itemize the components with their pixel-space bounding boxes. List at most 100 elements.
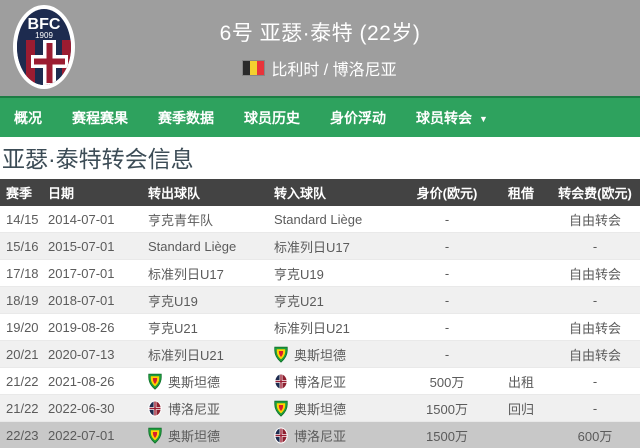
loan-cell — [492, 341, 550, 368]
date-cell: 2017-07-01 — [48, 260, 148, 287]
section-title: 亚瑟·泰特转会信息 — [0, 137, 640, 179]
team-name: 博洛尼亚 — [294, 426, 346, 445]
bologna-crest-icon — [274, 373, 288, 390]
date-cell: 2020-07-13 — [48, 341, 148, 368]
team-name: 标准列日U17 — [274, 237, 350, 256]
market-value-cell: - — [402, 233, 492, 260]
team-name: 博洛尼亚 — [294, 372, 346, 391]
nav-tab-overview[interactable]: 概况 — [14, 108, 42, 128]
to-team-cell: 亨克U21 — [274, 287, 402, 314]
column-header-date: 日期 — [48, 179, 148, 206]
season-cell: 20/21 — [0, 341, 48, 368]
team-name: Standard Liège — [148, 239, 236, 254]
to-team-cell: Standard Liège — [274, 206, 402, 233]
belgium-flag-icon — [243, 61, 264, 75]
to-team-cell: 奥斯坦德 — [274, 341, 402, 368]
market-value-cell: - — [402, 341, 492, 368]
season-cell: 21/22 — [0, 368, 48, 395]
svg-text:1909: 1909 — [35, 31, 53, 40]
to-team-cell: 标准列日U17 — [274, 233, 402, 260]
nav-tab-transfers[interactable]: 球员转会▼ — [416, 108, 488, 128]
main-nav: 概况 赛程赛果 赛季数据 球员历史 身价浮动 球员转会▼ — [0, 96, 640, 137]
market-value-cell: 1500万 — [402, 422, 492, 448]
to-team-cell: 博洛尼亚 — [274, 368, 402, 395]
season-cell: 14/15 — [0, 206, 48, 233]
column-header-market-value: 身价(欧元) — [402, 179, 492, 206]
column-header-fee: 转会费(欧元) — [550, 179, 640, 206]
oostende-crest-icon — [148, 373, 162, 390]
from-team-cell: 奥斯坦德 — [148, 422, 274, 448]
fee-cell: 自由转会 — [550, 206, 640, 233]
oostende-crest-icon — [148, 427, 162, 444]
season-cell: 21/22 — [0, 395, 48, 422]
market-value-cell: - — [402, 287, 492, 314]
team-name: 博洛尼亚 — [168, 399, 220, 418]
season-cell: 22/23 — [0, 422, 48, 448]
team-name: 奥斯坦德 — [294, 345, 346, 364]
market-value-cell: 1500万 — [402, 395, 492, 422]
team-name: 奥斯坦德 — [168, 372, 220, 391]
team-name: 亨克U19 — [274, 264, 324, 283]
date-cell: 2022-06-30 — [48, 395, 148, 422]
loan-cell — [492, 233, 550, 260]
date-cell: 2022-07-01 — [48, 422, 148, 448]
player-title: 6号 亚瑟·泰特 (22岁) — [220, 17, 421, 47]
season-cell: 17/18 — [0, 260, 48, 287]
to-team-cell: 标准列日U21 — [274, 314, 402, 341]
nav-tab-value-history[interactable]: 身价浮动 — [330, 108, 386, 128]
team-name: 奥斯坦德 — [168, 426, 220, 445]
from-team-cell: Standard Liège — [148, 233, 274, 260]
fee-cell: - — [550, 395, 640, 422]
team-name: Standard Liège — [274, 212, 362, 227]
market-value-cell: - — [402, 260, 492, 287]
to-team-cell: 奥斯坦德 — [274, 395, 402, 422]
from-team-cell: 亨克青年队 — [148, 206, 274, 233]
fee-cell: - — [550, 368, 640, 395]
to-team-cell: 博洛尼亚 — [274, 422, 402, 448]
season-cell: 19/20 — [0, 314, 48, 341]
loan-cell: 出租 — [492, 368, 550, 395]
loan-cell — [492, 260, 550, 287]
nav-tab-player-history[interactable]: 球员历史 — [244, 108, 300, 128]
date-cell: 2015-07-01 — [48, 233, 148, 260]
column-header-to-team: 转入球队 — [274, 179, 402, 206]
team-name: 亨克U19 — [148, 291, 198, 310]
nav-tab-fixtures[interactable]: 赛程赛果 — [72, 108, 128, 128]
date-cell: 2021-08-26 — [48, 368, 148, 395]
team-name: 标准列日U17 — [148, 264, 224, 283]
loan-cell — [492, 287, 550, 314]
column-header-loan: 租借 — [492, 179, 550, 206]
loan-cell: 回归 — [492, 395, 550, 422]
season-cell: 18/19 — [0, 287, 48, 314]
fee-cell: - — [550, 287, 640, 314]
team-name: 亨克U21 — [274, 291, 324, 310]
date-cell: 2018-07-01 — [48, 287, 148, 314]
nav-tab-season-stats[interactable]: 赛季数据 — [158, 108, 214, 128]
from-team-cell: 标准列日U21 — [148, 341, 274, 368]
market-value-cell: 500万 — [402, 368, 492, 395]
fee-cell: 600万 — [550, 422, 640, 448]
loan-cell — [492, 314, 550, 341]
loan-cell — [492, 422, 550, 448]
market-value-cell: - — [402, 206, 492, 233]
team-name: 标准列日U21 — [274, 318, 350, 337]
fee-cell: 自由转会 — [550, 314, 640, 341]
to-team-cell: 亨克U19 — [274, 260, 402, 287]
bologna-crest-icon — [148, 400, 162, 417]
column-header-from-team: 转出球队 — [148, 179, 274, 206]
team-name: 标准列日U21 — [148, 345, 224, 364]
player-header: BFC 1909 6号 亚瑟·泰特 (22岁) 比利时 / 博洛尼亚 — [0, 0, 640, 96]
oostende-crest-icon — [274, 400, 288, 417]
fee-cell: 自由转会 — [550, 341, 640, 368]
season-cell: 15/16 — [0, 233, 48, 260]
from-team-cell: 奥斯坦德 — [148, 368, 274, 395]
